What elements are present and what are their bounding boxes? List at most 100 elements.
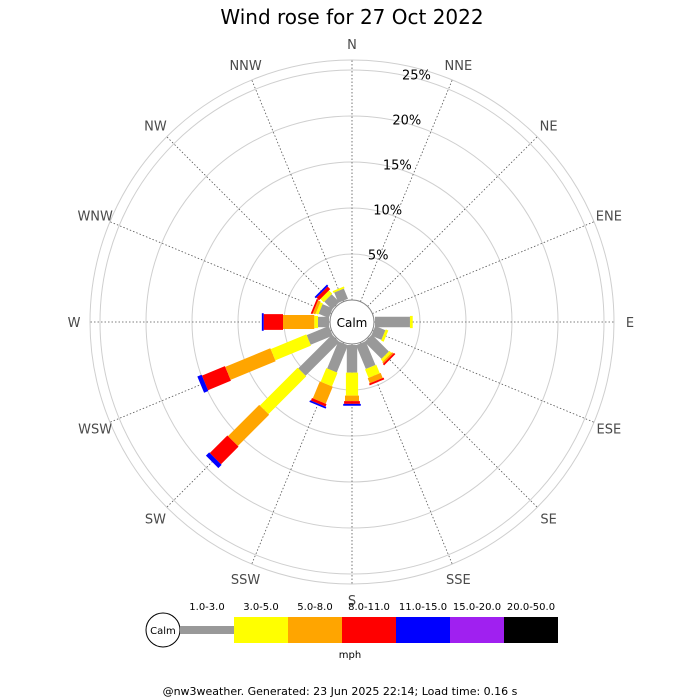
direction-label-nnw: NNW <box>229 59 261 74</box>
bar-se-1 <box>380 350 392 362</box>
bar-sw-2 <box>228 404 270 446</box>
bar-se-3 <box>382 352 396 366</box>
spoke-nne <box>360 79 453 302</box>
spoke-nw <box>166 136 337 307</box>
bar-ssw-4 <box>309 400 327 409</box>
bar-w-2 <box>283 315 315 329</box>
legend-swatch-6 <box>504 617 558 643</box>
legend-swatch-5 <box>450 617 504 643</box>
bar-w-3 <box>263 314 283 330</box>
legend-swatch-2 <box>288 617 342 643</box>
bar-wsw-3 <box>201 366 231 391</box>
direction-label-se: SE <box>540 513 556 528</box>
bar-ssw-1 <box>320 368 338 387</box>
polar-grid <box>89 59 615 585</box>
spoke-se <box>367 337 538 508</box>
bar-nw-0 <box>324 294 340 310</box>
wind-bars <box>197 284 413 469</box>
bar-ssw-3 <box>310 398 327 407</box>
bar-wnw-2 <box>312 300 321 315</box>
bar-w-1 <box>314 315 318 329</box>
calm-circle: Calm <box>329 299 375 345</box>
bar-w-0 <box>317 316 329 328</box>
bar-s-2 <box>345 395 359 402</box>
legend-swatch-0 <box>180 626 234 634</box>
bar-wnw-0 <box>318 304 333 319</box>
spoke-ese <box>372 330 595 423</box>
direction-label-sw: SW <box>145 513 166 528</box>
bar-e-1 <box>409 315 413 329</box>
bar-wsw-2 <box>225 348 276 380</box>
grid-circle-3 <box>145 115 559 529</box>
percent-label-4: 25% <box>402 69 431 84</box>
bar-sse-3 <box>368 377 385 386</box>
bar-sse-2 <box>367 372 383 384</box>
direction-label-ssw: SSW <box>231 573 261 588</box>
spoke-nnw <box>251 79 344 302</box>
legend-unit: mph <box>339 650 361 661</box>
percent-label-3: 20% <box>392 114 421 129</box>
direction-label-ne: NE <box>540 119 558 134</box>
percent-label-1: 10% <box>373 203 402 218</box>
direction-label-nne: NNE <box>445 59 473 74</box>
bar-sse-0 <box>355 341 376 370</box>
bar-s-0 <box>346 345 358 373</box>
direction-label-w: W <box>68 316 81 331</box>
percent-label-0: 5% <box>368 248 389 263</box>
bar-wsw-4 <box>197 374 209 393</box>
percent-label-2: 15% <box>383 158 412 173</box>
direction-labels: N NNE NE ENE E ESE SE SSE S SSW SW WSW W WNW NW NNW <box>68 38 635 609</box>
footer-text: @nw3weather. Generated: 23 Jun 2025 22:1… <box>163 685 518 698</box>
spoke-ene <box>372 221 595 314</box>
bar-wnw-1 <box>315 302 323 315</box>
bar-nw-1 <box>320 290 333 303</box>
direction-label-e: E <box>626 316 634 331</box>
direction-label-ene: ENE <box>596 210 622 225</box>
bar-wnw-3 <box>310 298 319 315</box>
legend-label-0: 1.0-3.0 <box>189 602 224 613</box>
legend-label-1: 3.0-5.0 <box>243 602 278 613</box>
legend: Calm 1.0-3.0 3.0-5.0 5.0-8.0 8.0-11.0 11.0-15… <box>145 602 558 661</box>
bar-nw-4 <box>314 284 329 299</box>
grid-outer-circle <box>89 59 615 585</box>
direction-label-ese: ESE <box>596 422 621 437</box>
legend-label-5: 15.0-20.0 <box>453 602 501 613</box>
legend-label-4: 11.0-15.0 <box>399 602 447 613</box>
calm-label: Calm <box>337 316 368 330</box>
bar-nnw-0 <box>334 288 349 303</box>
percent-labels: 5% 10% 15% 20% 25% <box>368 69 431 264</box>
bar-nnw-1 <box>332 286 345 293</box>
bar-ese-1 <box>381 329 389 342</box>
grid-circle-4 <box>99 69 605 575</box>
bar-sse-1 <box>365 364 380 378</box>
direction-label-n: N <box>347 38 357 53</box>
direction-label-nw: NW <box>144 119 167 134</box>
bar-s-4 <box>343 403 361 406</box>
bar-s-1 <box>345 372 359 396</box>
bar-sw-4 <box>205 452 222 469</box>
bar-se-2 <box>382 352 394 364</box>
legend-calm-label: Calm <box>150 626 176 637</box>
spoke-wnw <box>109 221 332 314</box>
bar-wsw-1 <box>270 334 311 361</box>
bar-wsw-0 <box>306 325 333 345</box>
bar-ssw-2 <box>312 381 333 404</box>
legend-label-6: 20.0-50.0 <box>507 602 555 613</box>
direction-label-wsw: WSW <box>78 422 112 437</box>
bar-ese-0 <box>371 325 386 340</box>
bar-sw-0 <box>298 334 340 376</box>
bar-ssw-0 <box>327 341 349 373</box>
chart-title: Wind rose for 27 Oct 2022 <box>220 5 483 29</box>
bar-s-3 <box>344 401 360 404</box>
spoke-ne <box>367 136 538 307</box>
bar-se-0 <box>364 334 389 359</box>
bar-nw-3 <box>316 286 331 301</box>
direction-label-s: S <box>348 594 356 609</box>
direction-label-wnw: WNW <box>77 210 113 225</box>
bar-e-0 <box>375 316 410 328</box>
legend-swatch-4 <box>396 617 450 643</box>
legend-label-3: 8.0-11.0 <box>348 602 390 613</box>
legend-label-2: 5.0-8.0 <box>297 602 332 613</box>
bar-sw-1 <box>259 367 307 415</box>
